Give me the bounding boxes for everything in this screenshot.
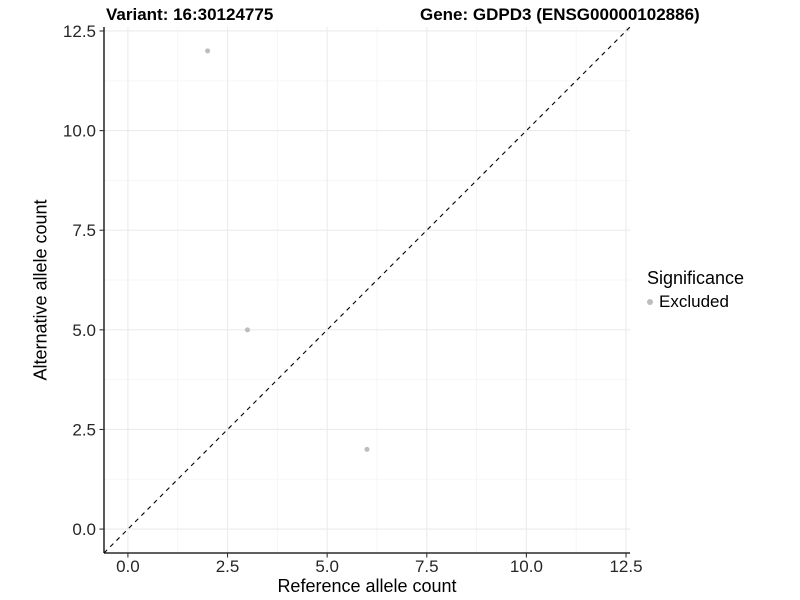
excluded-point-icon	[647, 299, 653, 305]
gene-title: Gene: GDPD3 (ENSG00000102886)	[420, 5, 700, 24]
svg-text:2.5: 2.5	[72, 420, 96, 439]
legend-title: Significance	[647, 268, 745, 288]
variant-title: Variant: 16:30124775	[106, 5, 274, 24]
svg-text:0.0: 0.0	[116, 557, 140, 576]
svg-text:10.0: 10.0	[63, 122, 96, 141]
y-axis-title: Alternative allele count	[30, 199, 51, 381]
svg-text:7.5: 7.5	[415, 557, 439, 576]
svg-text:5.0: 5.0	[315, 557, 339, 576]
svg-text:12.5: 12.5	[609, 557, 642, 576]
svg-text:12.5: 12.5	[63, 22, 96, 41]
legend-item-label: Excluded	[659, 292, 729, 311]
x-axis-title: Reference allele count	[277, 576, 457, 596]
svg-text:0.0: 0.0	[72, 520, 96, 539]
svg-text:2.5: 2.5	[216, 557, 240, 576]
svg-text:10.0: 10.0	[510, 557, 543, 576]
svg-text:7.5: 7.5	[72, 221, 96, 240]
svg-text:5.0: 5.0	[72, 321, 96, 340]
legend-item-excluded: Excluded	[647, 292, 744, 312]
legend: Significance Excluded	[647, 268, 744, 312]
